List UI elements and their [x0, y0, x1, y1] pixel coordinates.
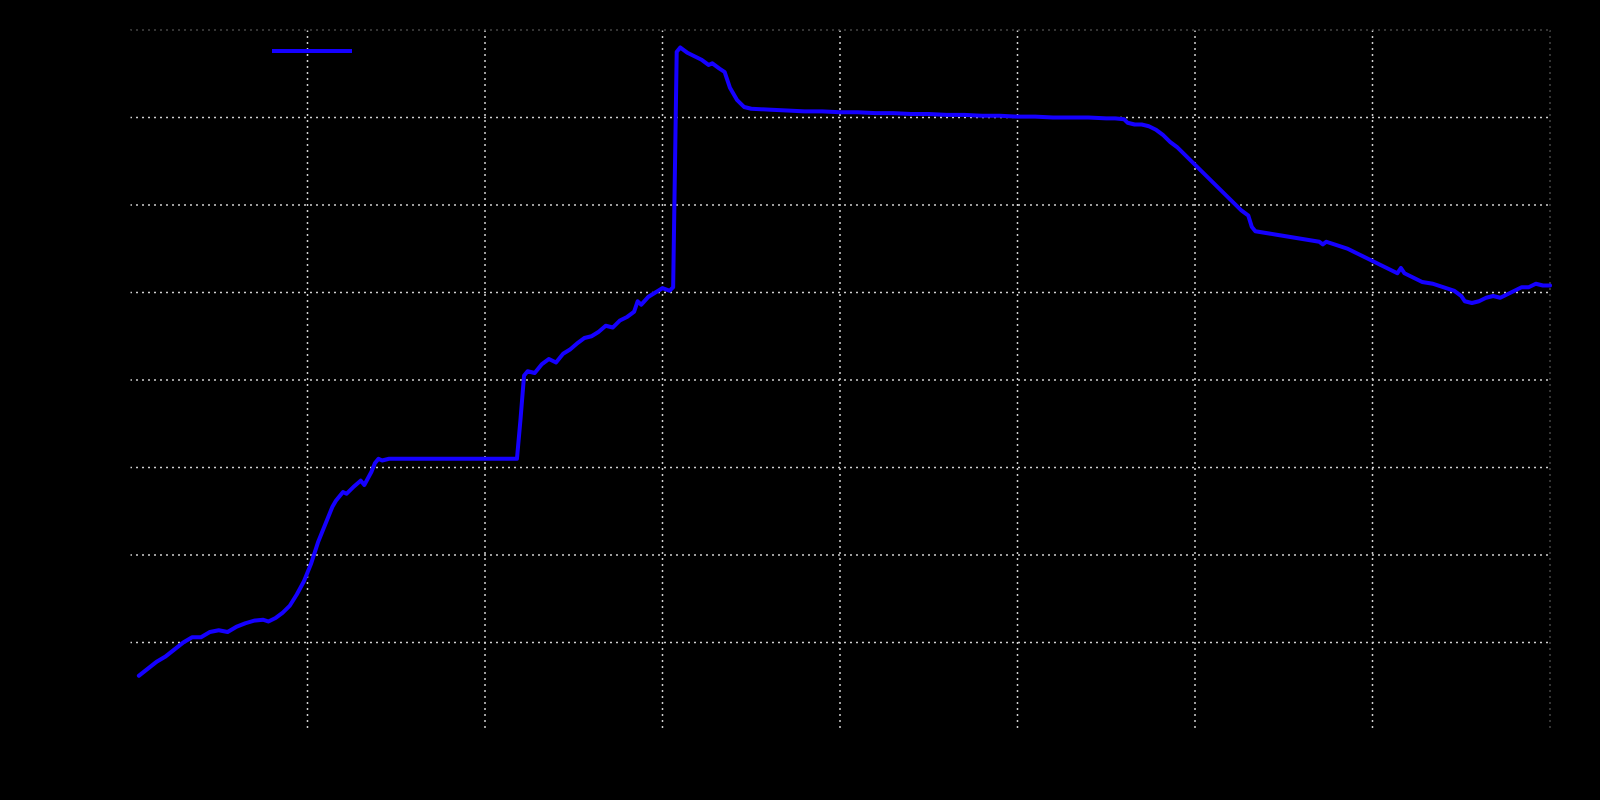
- chart-background: [0, 0, 1600, 800]
- line-chart: [0, 0, 1600, 800]
